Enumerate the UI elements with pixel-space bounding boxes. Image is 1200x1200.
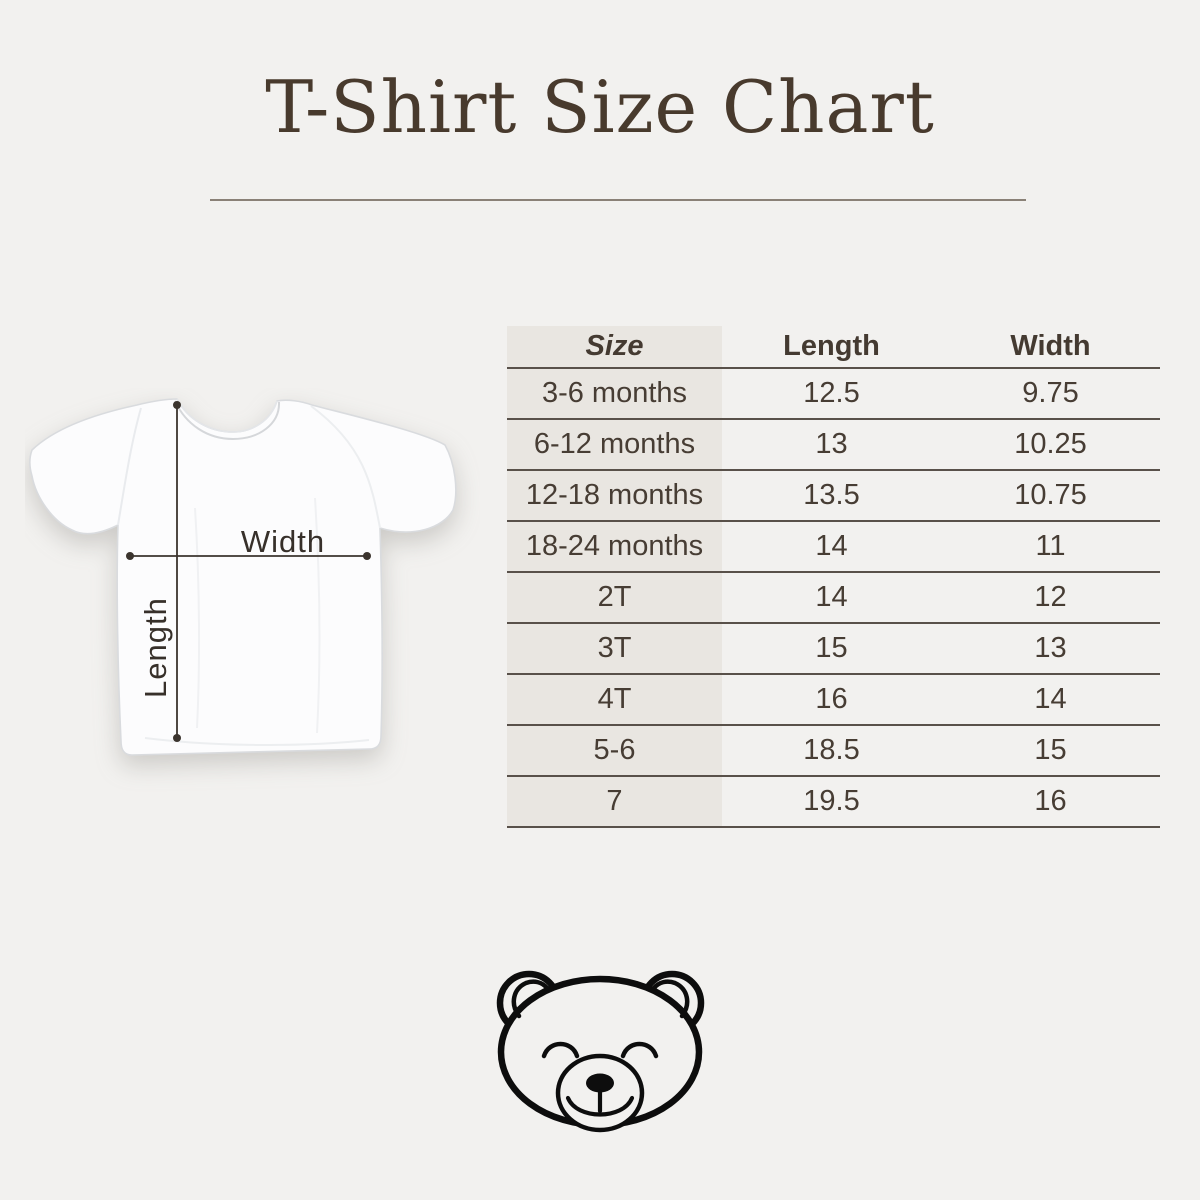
size-table-body: 3-6 months 12.5 9.75 6-12 months 13 10.25 12-1… xyxy=(507,369,1160,828)
table-row: 3-6 months 12.5 9.75 xyxy=(507,369,1160,420)
cell-width: 15 xyxy=(1034,734,1067,766)
cell-size: 4T xyxy=(507,675,722,724)
size-table: Size Length Width 3-6 months 12.5 9.75 6-12… xyxy=(507,326,1160,828)
cell-width: 9.75 xyxy=(1022,377,1079,409)
cell-size: 3T xyxy=(507,624,722,673)
cell-width: 12 xyxy=(1034,581,1067,613)
table-row: 6-12 months 13 10.25 xyxy=(507,420,1160,471)
table-row: 5-6 18.5 15 xyxy=(507,726,1160,777)
table-header-row: Size Length Width xyxy=(507,326,1160,369)
title-divider xyxy=(210,199,1026,201)
cell-length: 18.5 xyxy=(803,734,860,766)
tshirt-graphic xyxy=(28,398,457,756)
column-header-size: Size xyxy=(507,326,722,367)
page-title: T-Shirt Size Chart xyxy=(265,65,935,149)
cell-width: 16 xyxy=(1034,785,1067,817)
column-header-width: Width xyxy=(1010,330,1091,362)
width-label: Width xyxy=(240,524,326,559)
cell-size: 7 xyxy=(507,777,722,826)
cell-width: 10.25 xyxy=(1014,428,1087,460)
width-measure-line xyxy=(126,552,371,560)
bear-left-inner-ear xyxy=(511,979,550,1019)
cell-size: 18-24 months xyxy=(507,522,722,571)
cell-length: 13.5 xyxy=(803,479,860,511)
cell-length: 15 xyxy=(815,632,848,664)
cell-width: 13 xyxy=(1034,632,1067,664)
bear-right-eye xyxy=(620,1041,659,1059)
cell-size: 6-12 months xyxy=(507,420,722,469)
cell-width: 11 xyxy=(1035,530,1066,562)
table-row: 4T 16 14 xyxy=(507,675,1160,726)
cell-size: 5-6 xyxy=(507,726,722,775)
bear-nose xyxy=(586,1073,614,1093)
tshirt-diagram xyxy=(28,398,457,756)
bear-left-eye xyxy=(541,1041,580,1059)
table-row: 12-18 months 13.5 10.75 xyxy=(507,471,1160,522)
bear-smile xyxy=(565,1095,635,1117)
cell-length: 19.5 xyxy=(803,785,860,817)
cell-length: 16 xyxy=(815,683,848,715)
cell-width: 14 xyxy=(1034,683,1067,715)
cell-size: 12-18 months xyxy=(507,471,722,520)
table-row: 2T 14 12 xyxy=(507,573,1160,624)
cell-width: 10.75 xyxy=(1014,479,1087,511)
length-measure-line xyxy=(173,401,181,742)
length-label: Length xyxy=(138,597,173,699)
table-row: 3T 15 13 xyxy=(507,624,1160,675)
cell-size: 2T xyxy=(507,573,722,622)
cell-length: 14 xyxy=(815,530,848,562)
bear-right-inner-ear xyxy=(651,979,690,1019)
table-row: 7 19.5 16 xyxy=(507,777,1160,828)
cell-length: 12.5 xyxy=(803,377,860,409)
column-header-length: Length xyxy=(783,330,880,362)
cell-size: 3-6 months xyxy=(507,369,722,418)
cell-length: 13 xyxy=(815,428,848,460)
table-row: 18-24 months 14 11 xyxy=(507,522,1160,573)
cell-length: 14 xyxy=(815,581,848,613)
bear-icon xyxy=(496,970,705,1133)
